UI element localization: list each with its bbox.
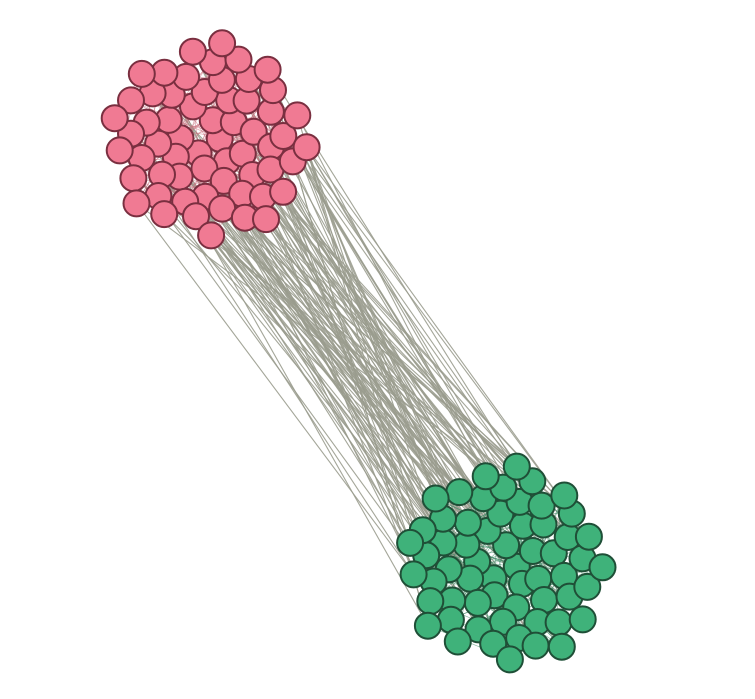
community-a-node bbox=[178, 37, 207, 66]
community-b-node bbox=[471, 462, 500, 491]
community-b-node bbox=[399, 560, 428, 589]
inter-community-edge bbox=[242, 153, 533, 482]
community-b-nodes bbox=[396, 452, 617, 674]
community-b-node bbox=[443, 627, 472, 656]
community-b-node bbox=[550, 481, 579, 510]
community-b-node bbox=[445, 478, 474, 507]
community-a-node bbox=[269, 122, 298, 150]
community-a-node bbox=[182, 202, 210, 231]
community-a-node bbox=[117, 86, 145, 115]
community-a-node bbox=[127, 59, 156, 88]
inter-community-edge bbox=[157, 195, 471, 579]
inter-community-edge bbox=[195, 215, 429, 626]
community-b-node bbox=[521, 631, 550, 660]
community-a-node bbox=[253, 55, 282, 84]
community-a-node bbox=[208, 29, 237, 58]
inter-community-edge bbox=[136, 203, 415, 575]
community-a-node bbox=[269, 177, 298, 206]
community-b-node bbox=[502, 452, 531, 481]
community-b-node bbox=[547, 632, 576, 661]
community-a-node bbox=[283, 101, 312, 130]
inter-community-edge bbox=[282, 135, 543, 506]
community-b-node bbox=[527, 491, 556, 520]
community-b-node bbox=[413, 611, 442, 640]
community-b-node bbox=[573, 572, 602, 601]
inter-community-edge bbox=[306, 146, 573, 514]
community-a-node bbox=[252, 205, 280, 234]
community-b-node bbox=[416, 587, 445, 616]
community-a-node bbox=[122, 189, 151, 218]
community-a-node bbox=[100, 104, 129, 133]
inter-community-edge bbox=[270, 111, 524, 527]
inter-community-edge bbox=[175, 156, 471, 579]
community-a-node bbox=[150, 200, 179, 229]
community-b-node bbox=[495, 645, 524, 674]
community-a-node bbox=[197, 221, 226, 250]
community-a-nodes bbox=[100, 29, 321, 250]
community-b-node bbox=[568, 605, 597, 634]
community-b-node bbox=[463, 588, 492, 617]
community-a-node bbox=[105, 136, 134, 165]
community-b-node bbox=[544, 608, 573, 637]
community-a-node bbox=[292, 133, 321, 162]
community-b-node bbox=[492, 531, 521, 560]
community-b-node bbox=[453, 508, 482, 537]
community-b-node bbox=[421, 484, 450, 513]
community-a-node bbox=[119, 164, 148, 193]
community-b-node bbox=[588, 553, 617, 582]
community-b-node bbox=[574, 522, 603, 551]
community-b-node bbox=[396, 528, 425, 557]
